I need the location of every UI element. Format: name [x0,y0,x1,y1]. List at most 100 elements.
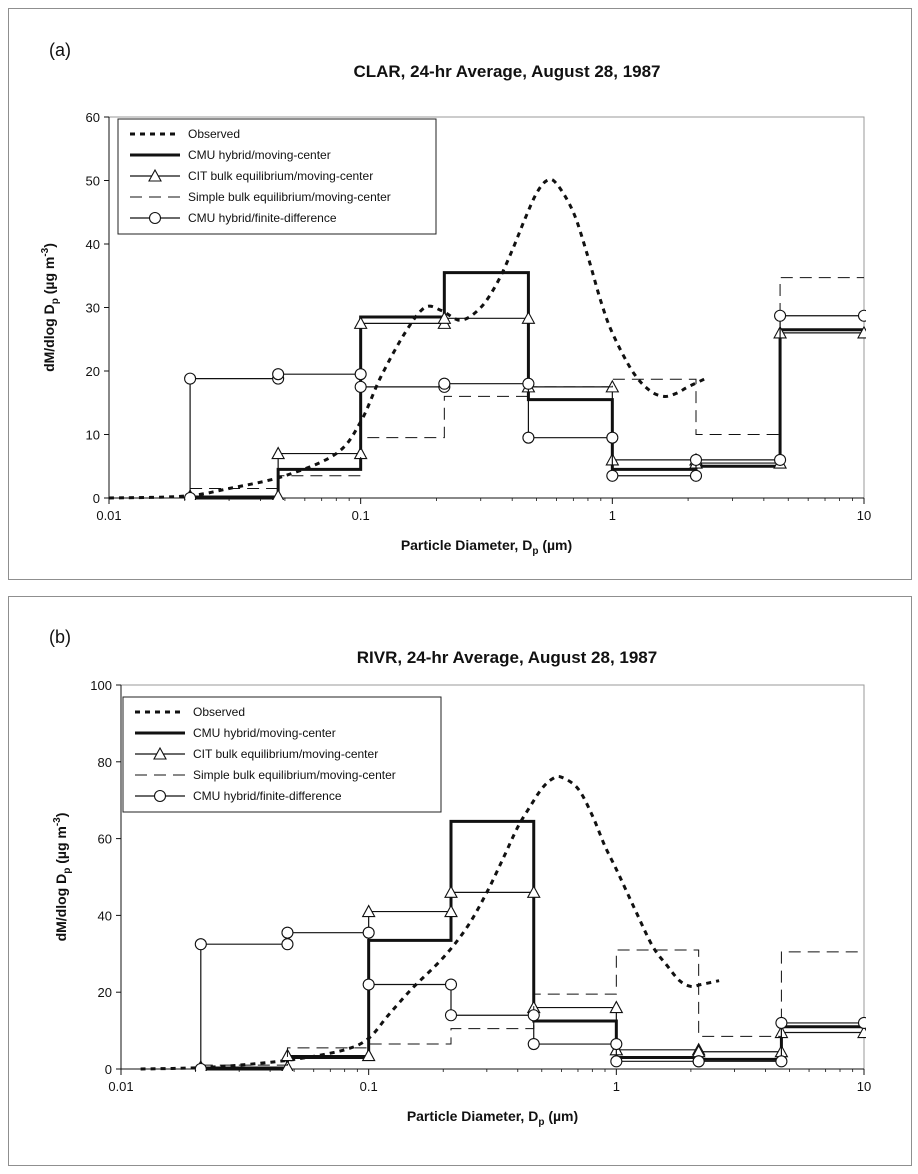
legend-label: Observed [193,705,245,719]
data-point-triangle [353,316,368,329]
chart-panel-b: (b) RIVR, 24-hr Average, August 28, 1987 0… [8,596,912,1166]
data-point-circle [775,1055,788,1068]
y-tick-label: 30 [86,301,100,316]
y-tick-label: 100 [90,678,112,693]
x-axis-label: Particle Diameter, Dp (µm) [407,1108,578,1128]
panel-label: (b) [49,627,71,647]
data-point-circle [194,938,207,951]
chart-title: CLAR, 24-hr Average, August 28, 1987 [353,62,660,81]
data-point-triangle [444,904,458,918]
panel-label: (a) [49,40,71,60]
x-tick-label: 0.01 [96,508,121,523]
series-1 [200,819,864,1071]
x-tick-label: 0.01 [108,1079,133,1094]
y-axis-label-main: dM/dlog D [41,304,57,372]
data-point-circle [527,1009,540,1022]
y-tick-label: 60 [86,110,100,125]
data-point-circle [689,453,703,466]
chart-a-svg: (a) CLAR, 24-hr Average, August 28, 1987 0… [40,40,871,557]
legend-item: Observed [135,705,245,719]
data-point-circle [527,1037,540,1051]
series-line [109,177,709,500]
legend: Observed CMU hybrid/moving-center CIT bulk… [122,696,442,813]
legend-item: CMU hybrid/finite-difference [135,789,342,803]
data-point-triangle [272,488,285,500]
y-tick-label: 40 [98,908,112,923]
y-axis-label: dM/dlog Dp (µg m-3) [40,243,61,372]
legend-label: Simple bulk equilibrium/moving-center [193,768,396,782]
y-tick-label: 20 [98,985,112,1000]
x-axis-label-unit: (µm) [538,537,572,553]
data-point-triangle [437,311,452,324]
series-2 [184,311,866,500]
data-point-triangle [857,1025,866,1039]
data-point-triangle [857,325,866,339]
data-point-circle [184,372,197,385]
y-tick-label: 40 [86,237,100,252]
data-point-circle [610,1055,623,1068]
legend-item: CMU hybrid/moving-center [130,148,331,162]
series-0 [140,775,720,1071]
legend-item: Simple bulk equilibrium/moving-center [135,768,396,782]
x-tick-label: 1 [609,508,616,523]
data-point-triangle [521,311,536,324]
y-tick-label: 60 [98,832,112,847]
x-axis-label-sub: p [532,546,538,557]
data-point-circle [692,1055,705,1068]
y-tick-label: 50 [86,174,100,189]
data-point-triangle [526,885,541,898]
x-tick-label: 10 [857,1079,871,1094]
series-line [200,819,864,1071]
series-line [190,317,864,497]
data-point-circle [689,469,703,482]
legend-label: CMU hybrid/finite-difference [188,211,337,225]
legend-item: CMU hybrid/moving-center [135,726,336,740]
y-tick-label: 80 [98,755,112,770]
data-point-circle [281,926,294,939]
legend-marker-circle [153,789,167,803]
y-axis-label-close: ) [41,243,57,248]
legend-marker-triangle [153,746,167,760]
legend-label: CMU hybrid/finite-difference [193,789,342,803]
data-point-circle [774,453,787,466]
legend-item: CIT bulk equilibrium/moving-center [135,746,378,761]
data-point-circle [444,978,458,991]
y-axis-label-unit: (µg m [41,257,57,299]
chart-title: RIVR, 24-hr Average, August 28, 1987 [357,648,657,667]
legend-item: Observed [130,127,240,141]
data-point-triangle [361,904,376,918]
data-point-circle [774,309,787,322]
series-line [190,277,864,489]
x-axis-label-unit: (µm) [544,1108,578,1124]
x-axis-label-main: Particle Diameter, D [401,537,533,553]
y-tick-label: 20 [86,364,100,379]
data-point-triangle [609,1000,624,1014]
legend-label: Observed [188,127,240,141]
series-3 [190,277,864,489]
legend-label: CMU hybrid/moving-center [193,726,336,740]
legend-marker-triangle [148,168,162,182]
legend: Observed CMU hybrid/moving-center CIT bulk… [117,118,437,235]
series-line [200,891,864,1068]
data-point-triangle [444,885,458,898]
data-point-circle [184,491,197,500]
data-point-circle [857,309,866,322]
y-axis-label-sup: -3 [52,817,63,826]
y-tick-label: 0 [93,491,100,506]
data-point-circle [606,431,619,444]
legend-item: Simple bulk equilibrium/moving-center [130,190,391,204]
y-axis-label-close: ) [53,813,69,818]
series-0 [109,177,709,500]
legend-label: CIT bulk equilibrium/moving-center [193,747,378,761]
y-axis-label-sub: p [62,868,73,874]
y-axis-label: dM/dlog Dp (µg m-3) [52,813,73,942]
x-axis-label-main: Particle Diameter, D [407,1108,539,1124]
y-axis-label-sup: -3 [40,247,51,256]
data-point-circle [281,938,294,951]
data-point-triangle [361,1048,376,1062]
legend-marker-circle [148,211,162,225]
chart-panel-a: (a) CLAR, 24-hr Average, August 28, 1987 0… [8,8,912,580]
data-point-circle [522,377,535,390]
y-axis-label-main: dM/dlog D [53,874,69,942]
data-point-circle [775,1016,788,1029]
